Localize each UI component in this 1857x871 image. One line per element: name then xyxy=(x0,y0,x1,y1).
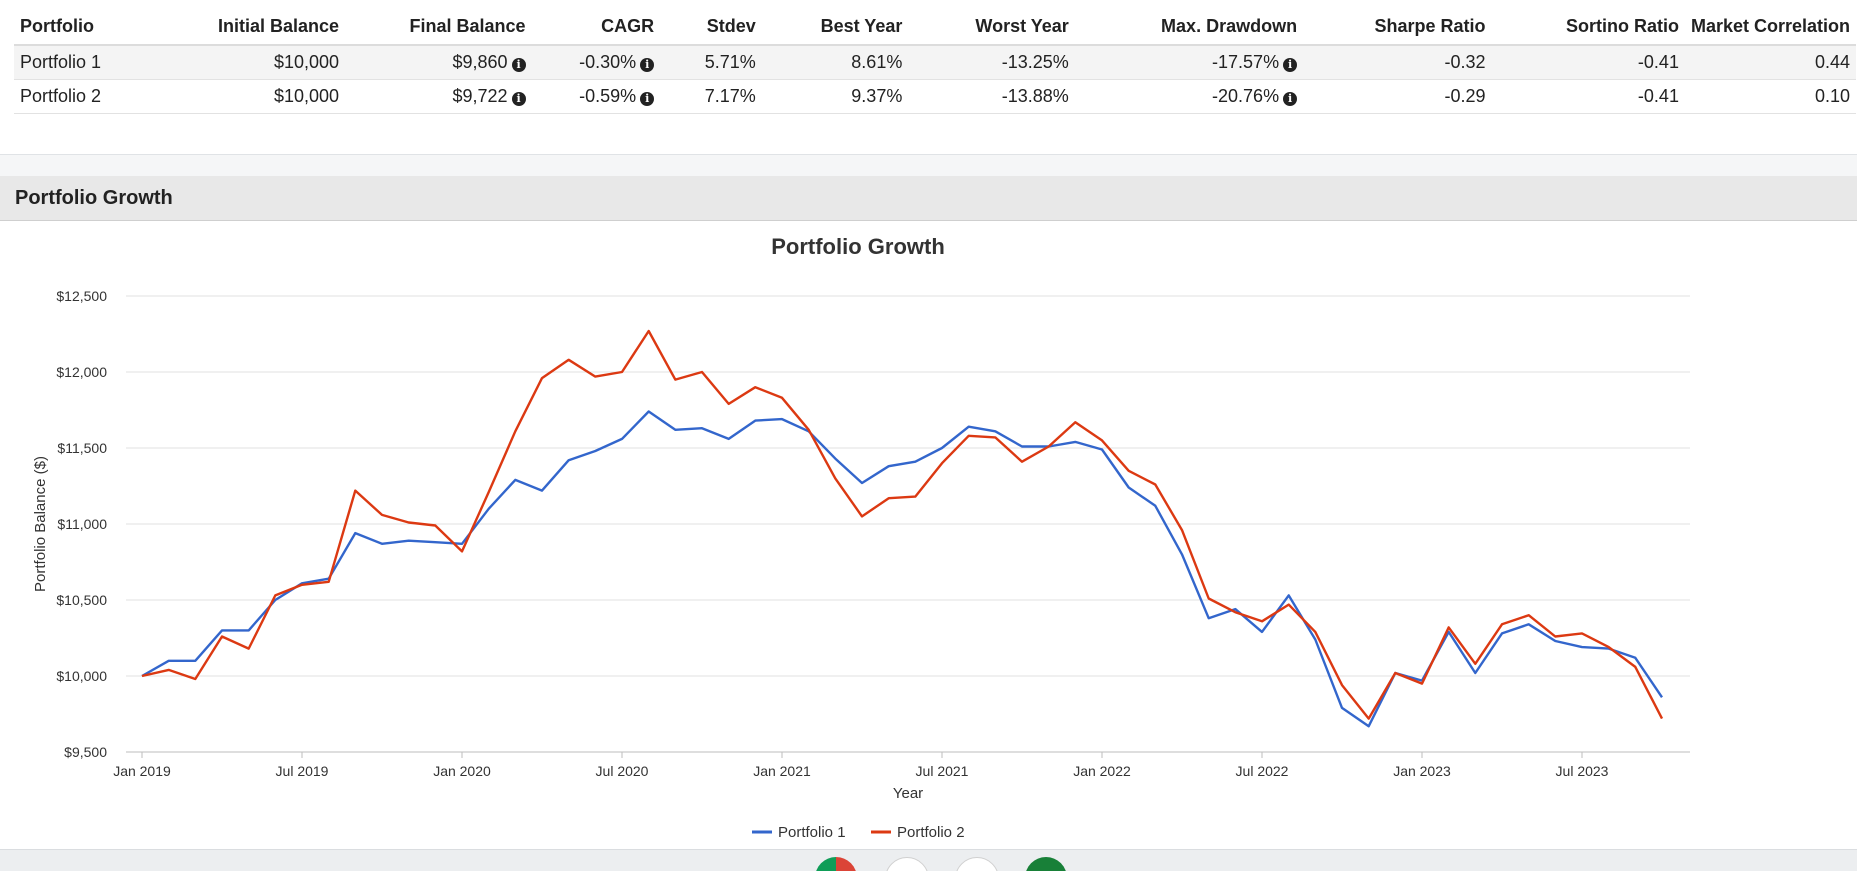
col-header-sharpe-ratio: Sharpe Ratio xyxy=(1303,8,1492,46)
col-header-initial-balance: Initial Balance xyxy=(175,8,346,46)
info-icon[interactable]: i xyxy=(511,58,526,72)
table-row: Portfolio 1 $10,000 $9,860 i -0.30% i 5.71… xyxy=(14,45,1856,80)
sheets-app-icon[interactable] xyxy=(1025,857,1067,871)
cell-portfolio: Portfolio 2 xyxy=(14,79,176,114)
cell-final-balance-value: $9,860 xyxy=(452,52,508,72)
y-axis-label: Portfolio Balance ($) xyxy=(32,456,49,592)
col-header-final-balance: Final Balance xyxy=(345,8,532,46)
cell-portfolio: Portfolio 1 xyxy=(14,45,176,80)
info-icon[interactable]: i xyxy=(640,58,655,72)
x-tick-label: Jul 2023 xyxy=(1556,763,1609,779)
info-icon[interactable]: i xyxy=(1283,58,1298,72)
y-tick-label: $11,500 xyxy=(57,440,107,456)
cell-final-balance: $9,860 i xyxy=(345,45,532,80)
y-tick-label: $10,000 xyxy=(56,668,107,684)
table-row: Portfolio 2 $10,000 $9,722 i -0.59% i 7.17… xyxy=(14,79,1856,114)
cell-max-drawdown-value: -17.57% xyxy=(1212,52,1280,72)
cell-market-correlation: 0.10 xyxy=(1684,79,1856,114)
section-divider xyxy=(0,154,1857,178)
x-axis-label: Year xyxy=(893,785,923,802)
y-tick-label: $9,500 xyxy=(64,744,107,760)
cell-stdev: 5.71% xyxy=(660,45,762,80)
col-header-worst-year: Worst Year xyxy=(908,8,1075,46)
series-line-1 xyxy=(141,410,1663,728)
cell-final-balance: $9,722 i xyxy=(345,79,532,114)
cell-worst-year: -13.88% xyxy=(908,79,1075,114)
col-header-market-correlation: Market Correlation xyxy=(1684,8,1856,46)
series-line-2 xyxy=(141,329,1664,720)
cell-worst-year: -13.25% xyxy=(908,45,1075,80)
cell-initial-balance: $10,000 xyxy=(175,45,346,80)
x-tick-label: Jul 2022 xyxy=(1236,763,1289,779)
y-tick-label: $12,000 xyxy=(56,364,107,380)
drive-app-icon[interactable] xyxy=(955,857,999,871)
chrome-icon[interactable] xyxy=(815,857,857,871)
info-icon[interactable]: i xyxy=(1283,92,1298,106)
info-icon[interactable]: i xyxy=(640,92,655,106)
x-tick-label: Jan 2020 xyxy=(433,763,491,779)
y-tick-label: $12,500 xyxy=(56,288,107,304)
cell-initial-balance: $10,000 xyxy=(175,79,346,114)
cell-sortino-ratio: -0.41 xyxy=(1491,45,1685,80)
col-header-max-drawdown: Max. Drawdown xyxy=(1074,8,1304,46)
col-header-cagr: CAGR xyxy=(531,8,661,46)
cell-cagr-value: -0.30% xyxy=(579,52,637,72)
col-header-best-year: Best Year xyxy=(761,8,909,46)
cell-final-balance-value: $9,722 xyxy=(452,86,508,106)
x-tick-label: Jan 2023 xyxy=(1393,763,1451,779)
cell-cagr: -0.59% i xyxy=(531,79,661,114)
cell-cagr: -0.30% i xyxy=(531,45,661,80)
info-icon[interactable]: i xyxy=(511,92,526,106)
cell-max-drawdown: -17.57% i xyxy=(1074,45,1304,80)
x-tick-label: Jul 2021 xyxy=(916,763,969,779)
taskbar xyxy=(0,849,1857,871)
x-tick-label: Jan 2021 xyxy=(753,763,811,779)
legend-label: Portfolio 2 xyxy=(897,824,965,841)
cell-max-drawdown-value: -20.76% xyxy=(1212,86,1280,106)
section-header: Portfolio Growth xyxy=(0,176,1857,221)
cell-market-correlation: 0.44 xyxy=(1684,45,1856,80)
col-header-stdev: Stdev xyxy=(660,8,762,46)
cell-best-year: 8.61% xyxy=(761,45,909,80)
cell-sharpe-ratio: -0.32 xyxy=(1303,45,1492,80)
chart-title: Portfolio Growth xyxy=(771,234,945,259)
portfolio-growth-chart: Portfolio Growth $9,500 $10,000 $10,500 $11,… xyxy=(32,234,1690,841)
section-title: Portfolio Growth xyxy=(15,187,173,209)
cell-sharpe-ratio: -0.29 xyxy=(1303,79,1492,114)
y-tick-label: $10,500 xyxy=(56,592,107,608)
x-tick-label: Jan 2022 xyxy=(1073,763,1131,779)
y-tick-label: $11,000 xyxy=(57,516,107,532)
x-tick-label: Jul 2019 xyxy=(276,763,329,779)
summary-table: Portfolio Initial Balance Final Balance … xyxy=(14,8,1856,114)
docs-app-icon[interactable] xyxy=(885,857,929,871)
x-tick-label: Jan 2019 xyxy=(113,763,171,779)
x-tick-label: Jul 2020 xyxy=(596,763,649,779)
summary-header-row: Portfolio Initial Balance Final Balance … xyxy=(14,8,1856,46)
legend-label: Portfolio 1 xyxy=(778,824,846,841)
cell-sortino-ratio: -0.41 xyxy=(1491,79,1685,114)
cell-best-year: 9.37% xyxy=(761,79,909,114)
col-header-portfolio: Portfolio xyxy=(14,8,176,46)
cell-max-drawdown: -20.76% i xyxy=(1074,79,1304,114)
col-header-sortino-ratio: Sortino Ratio xyxy=(1491,8,1685,46)
cell-stdev: 7.17% xyxy=(660,79,762,114)
cell-cagr-value: -0.59% xyxy=(579,86,637,106)
